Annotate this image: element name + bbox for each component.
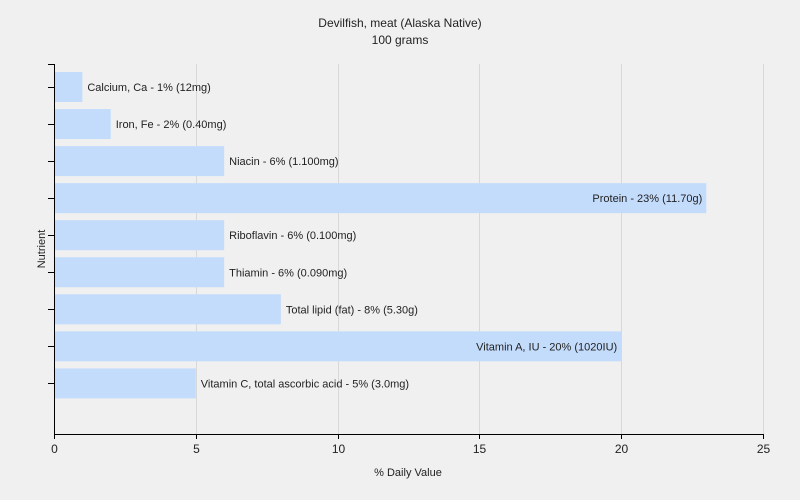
data-label-1: Iron, Fe - 2% (0.40mg) [116, 119, 227, 131]
axes [48, 64, 764, 439]
data-label-2: Niacin - 6% (1.100mg) [229, 156, 338, 168]
gridlines [196, 64, 764, 434]
x-tick-label-10: 10 [332, 442, 346, 456]
chart-subtitle: 100 grams [372, 33, 429, 47]
x-tick-label-20: 20 [615, 442, 629, 456]
bar-2 [54, 146, 225, 177]
x-tick-label-25: 25 [757, 442, 771, 456]
bar-6 [54, 294, 281, 325]
y-axis-label: Nutrient [36, 230, 48, 269]
bar-8 [54, 368, 196, 399]
data-label-3: Protein - 23% (11.70g) [592, 193, 702, 205]
data-labels: Calcium, Ca - 1% (12mg) Iron, Fe - 2% (0.… [87, 82, 702, 390]
bar-0 [54, 72, 83, 102]
bar-7 [54, 331, 622, 362]
x-tick-label-0: 0 [51, 442, 58, 456]
bar-5 [54, 257, 225, 288]
data-label-0: Calcium, Ca - 1% (12mg) [87, 82, 210, 94]
bar-3 [54, 183, 707, 214]
data-label-6: Total lipid (fat) - 8% (5.30g) [286, 304, 418, 316]
x-tick-label-5: 5 [193, 442, 200, 456]
data-label-4: Riboflavin - 6% (0.100mg) [229, 230, 356, 242]
bars [54, 72, 707, 399]
data-label-8: Vitamin C, total ascorbic acid - 5% (3.0… [201, 378, 409, 390]
data-label-7: Vitamin A, IU - 20% (1020IU) [476, 341, 617, 353]
chart-title: Devilfish, meat (Alaska Native) [318, 16, 481, 30]
x-tick-labels: 0 5 10 15 20 25 [51, 442, 770, 456]
x-tick-label-15: 15 [473, 442, 487, 456]
data-label-5: Thiamin - 6% (0.090mg) [229, 267, 347, 279]
bar-1 [54, 109, 111, 140]
x-axis-label: % Daily Value [374, 467, 442, 479]
bar-4 [54, 220, 225, 251]
